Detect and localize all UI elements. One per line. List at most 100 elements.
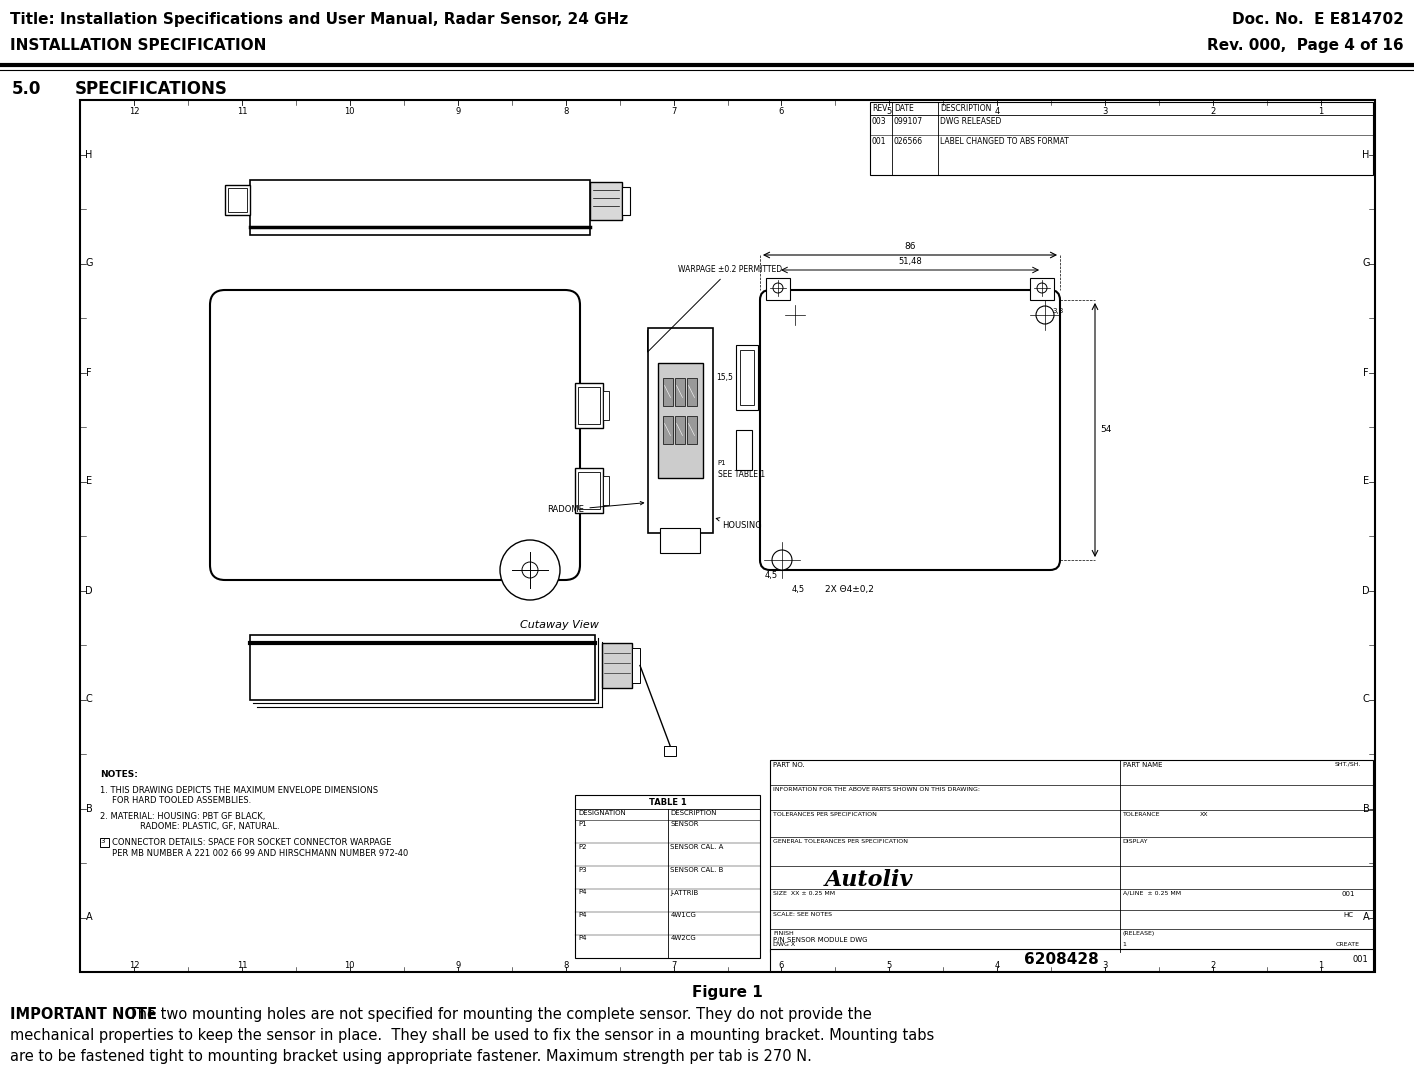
- Text: GENERAL TOLERANCES PER SPECIFICATION: GENERAL TOLERANCES PER SPECIFICATION: [773, 839, 908, 844]
- Text: 4W2CG: 4W2CG: [670, 936, 696, 941]
- Text: PART NO.: PART NO.: [773, 762, 805, 768]
- Bar: [81, 100, 1374, 972]
- Text: Autoliv: Autoliv: [824, 869, 913, 890]
- Text: REV: REV: [872, 103, 888, 113]
- Circle shape: [1036, 306, 1053, 324]
- Bar: [663, 415, 673, 443]
- Text: B: B: [86, 803, 92, 814]
- Text: 4: 4: [994, 960, 1000, 970]
- Text: 11: 11: [236, 960, 247, 970]
- Text: SHT./SH.: SHT./SH.: [1335, 762, 1362, 768]
- Bar: [575, 383, 602, 428]
- Text: P/N SENSOR MODULE DWG: P/N SENSOR MODULE DWG: [773, 937, 868, 943]
- Text: 10: 10: [345, 960, 355, 970]
- Bar: [622, 186, 631, 215]
- Text: 5: 5: [887, 107, 892, 116]
- Text: A: A: [86, 912, 92, 923]
- Text: 6208428: 6208428: [1024, 953, 1099, 967]
- Text: 15,5: 15,5: [717, 373, 734, 382]
- Bar: [660, 527, 700, 553]
- Text: DESCRIPTION: DESCRIPTION: [670, 810, 717, 816]
- Text: 8: 8: [563, 107, 568, 116]
- Text: DISPLAY: DISPLAY: [1123, 839, 1148, 844]
- Bar: [648, 328, 713, 533]
- Text: DATE: DATE: [894, 103, 913, 113]
- Text: TABLE 1: TABLE 1: [649, 798, 686, 807]
- Bar: [100, 838, 109, 847]
- Text: Figure 1: Figure 1: [691, 985, 762, 1000]
- Bar: [602, 475, 609, 505]
- Text: 3: 3: [1103, 107, 1109, 116]
- Text: HC: HC: [1343, 912, 1353, 917]
- Text: P4: P4: [578, 936, 587, 941]
- Circle shape: [772, 550, 792, 570]
- Text: 4,5: 4,5: [792, 585, 805, 594]
- Text: J-ATTRIB: J-ATTRIB: [670, 889, 699, 896]
- Text: F: F: [1363, 368, 1369, 377]
- Text: 51,48: 51,48: [898, 257, 922, 266]
- Text: 9: 9: [455, 960, 461, 970]
- Text: B: B: [1363, 803, 1369, 814]
- Text: 7: 7: [670, 107, 676, 116]
- Text: 2: 2: [1210, 107, 1216, 116]
- Bar: [740, 350, 754, 405]
- Bar: [575, 794, 759, 958]
- Text: C: C: [86, 694, 92, 705]
- Bar: [658, 362, 703, 478]
- Bar: [578, 471, 600, 509]
- Bar: [1029, 278, 1053, 300]
- Text: FOR HARD TOOLED ASSEMBLIES.: FOR HARD TOOLED ASSEMBLIES.: [112, 796, 252, 805]
- Text: C: C: [1363, 694, 1369, 705]
- Text: Doc. No.  E E814702: Doc. No. E E814702: [1232, 12, 1404, 27]
- Text: IMPORTANT NOTE: IMPORTANT NOTE: [10, 1007, 157, 1022]
- Circle shape: [773, 284, 783, 293]
- Text: LABEL CHANGED TO ABS FORMAT: LABEL CHANGED TO ABS FORMAT: [940, 137, 1069, 146]
- Text: RADOME: RADOME: [547, 501, 643, 514]
- Text: SENSOR: SENSOR: [670, 821, 699, 827]
- Bar: [674, 377, 684, 405]
- Text: 3: 3: [100, 838, 105, 844]
- Text: SPECIFICATIONS: SPECIFICATIONS: [75, 80, 228, 98]
- Text: 11: 11: [236, 107, 247, 116]
- Text: P3: P3: [578, 867, 587, 873]
- Bar: [575, 468, 602, 512]
- Bar: [590, 182, 622, 220]
- Text: FINISH: FINISH: [773, 931, 793, 936]
- Text: H: H: [85, 150, 93, 160]
- Text: 3: 3: [1103, 960, 1109, 970]
- Circle shape: [501, 540, 560, 600]
- Text: are to be fastened tight to mounting bracket using appropriate fastener. Maximum: are to be fastened tight to mounting bra…: [10, 1049, 812, 1064]
- Text: DESIGNATION: DESIGNATION: [578, 810, 626, 816]
- Text: P1: P1: [578, 821, 587, 827]
- Text: H: H: [1362, 150, 1370, 160]
- Text: 001: 001: [872, 137, 887, 146]
- Bar: [665, 746, 676, 756]
- Text: SIZE  XX ± 0.25 MM: SIZE XX ± 0.25 MM: [773, 890, 836, 896]
- Text: SEE TABLE 1: SEE TABLE 1: [717, 470, 765, 479]
- Text: 001: 001: [1352, 955, 1367, 965]
- Text: 6: 6: [779, 960, 785, 970]
- Text: P4: P4: [578, 912, 587, 918]
- Bar: [737, 345, 758, 410]
- Text: 7: 7: [670, 960, 676, 970]
- Bar: [771, 949, 1373, 971]
- Bar: [250, 180, 590, 235]
- Bar: [663, 377, 673, 405]
- Text: G: G: [85, 259, 93, 268]
- Circle shape: [1036, 284, 1046, 293]
- Bar: [602, 390, 609, 419]
- Text: NOTES:: NOTES:: [100, 770, 139, 779]
- Text: PER MB NUMBER A 221 002 66 99 AND HIRSCHMANN NUMBER 972-40: PER MB NUMBER A 221 002 66 99 AND HIRSCH…: [112, 849, 409, 858]
- Text: F: F: [86, 368, 92, 377]
- Text: 5.0: 5.0: [11, 80, 41, 98]
- Text: Title: Installation Specifications and User Manual, Radar Sensor, 24 GHz: Title: Installation Specifications and U…: [10, 12, 628, 27]
- Bar: [674, 415, 684, 443]
- Text: INFORMATION FOR THE ABOVE PARTS SHOWN ON THIS DRAWING:: INFORMATION FOR THE ABOVE PARTS SHOWN ON…: [773, 787, 980, 792]
- Text: DWG RELEASED: DWG RELEASED: [940, 118, 1001, 126]
- Text: : The two mounting holes are not specified for mounting the complete sensor. The: : The two mounting holes are not specifi…: [119, 1007, 872, 1022]
- Text: 099107: 099107: [894, 118, 923, 126]
- FancyBboxPatch shape: [759, 290, 1060, 570]
- Text: 9: 9: [455, 107, 461, 116]
- Text: 4,5: 4,5: [765, 571, 778, 580]
- Text: CONNECTOR DETAILS: SPACE FOR SOCKET CONNECTOR WARPAGE: CONNECTOR DETAILS: SPACE FOR SOCKET CONN…: [112, 838, 392, 847]
